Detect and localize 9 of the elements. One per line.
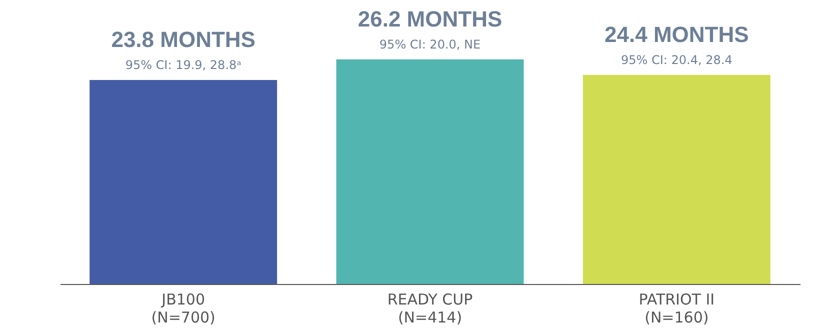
- data-label: 24.4 MONTHS: [604, 22, 749, 47]
- annotation: 95% CI: 20.0, NE: [379, 37, 481, 52]
- data-label: 26.2 MONTHS: [358, 6, 502, 32]
- x-tick-label: READY CUP (N=414): [387, 290, 473, 326]
- x-tick-label: PATRIOT II (N=160): [638, 290, 715, 326]
- x-tick-label: JB100 (N=700): [151, 290, 216, 326]
- annotation: 95% CI: 20.4, 28.4: [621, 52, 732, 67]
- data-label: 23.8 MONTHS: [111, 27, 256, 52]
- annotation: 95% CI: 19.9, 28.8ᵃ: [125, 58, 242, 72]
